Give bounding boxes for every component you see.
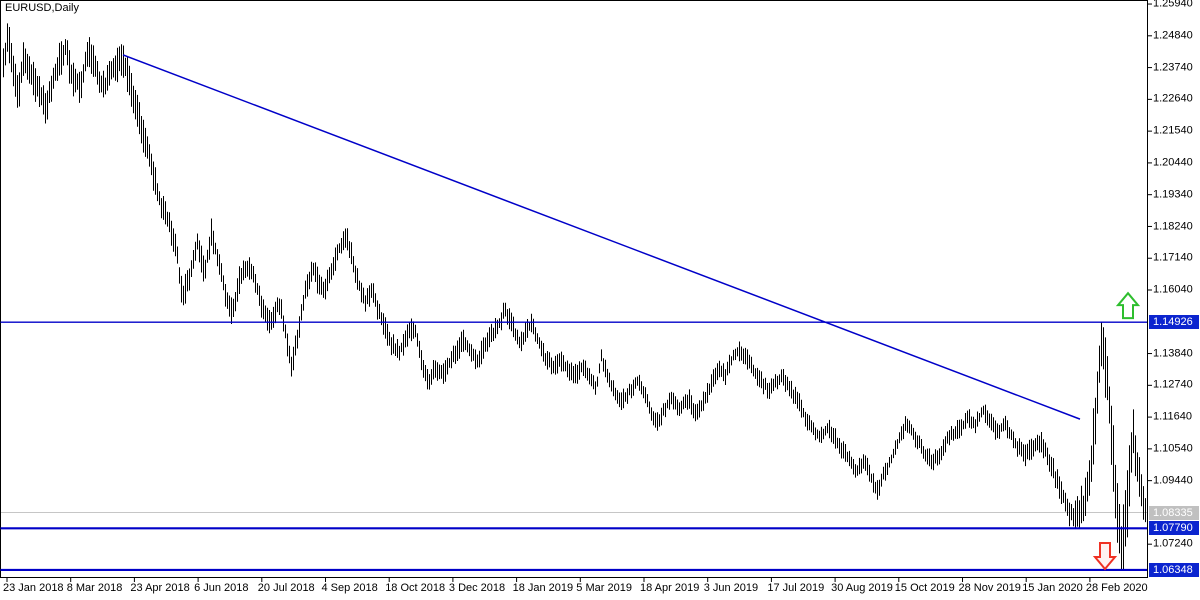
date-tick-label: 18 Oct 2018 — [385, 582, 446, 594]
price-tick-label: 1.19340 — [1153, 188, 1193, 201]
date-tick-label: 3 Dec 2018 — [448, 582, 506, 594]
date-tick-label: 18 Apr 2019 — [640, 582, 700, 594]
date-tick-label: 28 Feb 2020 — [1085, 582, 1148, 594]
price-tick-label: 1.25940 — [1153, 0, 1193, 10]
price-tick-label: 1.17140 — [1153, 251, 1193, 264]
date-tick-label: 20 Jul 2018 — [257, 582, 315, 594]
chart-symbol-title: EURUSD,Daily — [5, 2, 79, 14]
lower-support-line-price-label: 1.06348 — [1149, 563, 1199, 577]
date-tick-label: 18 Jan 2019 — [512, 582, 574, 594]
date-tick-label: 23 Jan 2018 — [3, 582, 64, 594]
date-tick-label: 28 Nov 2019 — [958, 582, 1021, 594]
date-tick-label: 6 Jun 2018 — [194, 582, 249, 594]
price-tick-label: 1.09440 — [1153, 474, 1193, 487]
price-tick-label: 1.20440 — [1153, 156, 1193, 169]
date-tick-label: 15 Oct 2019 — [894, 582, 955, 594]
descending-trendline[interactable] — [122, 54, 1081, 420]
price-tick-label: 1.23740 — [1153, 61, 1193, 74]
date-tick-label: 15 Jan 2020 — [1022, 582, 1083, 594]
ohlc-bars — [3, 23, 1146, 570]
red-down-arrow-icon[interactable] — [1092, 541, 1118, 571]
date-tick-label: 3 Jun 2019 — [703, 582, 759, 594]
date-tick-label: 30 Aug 2019 — [831, 582, 893, 594]
green-up-arrow-icon[interactable] — [1115, 291, 1141, 320]
support-line-price-label: 1.07790 — [1149, 521, 1199, 536]
price-tick-label: 1.10540 — [1153, 442, 1193, 455]
price-tick-label: 1.07240 — [1153, 537, 1193, 550]
price-tick-label: 1.24840 — [1153, 29, 1193, 42]
price-tick-label: 1.12740 — [1153, 378, 1193, 391]
price-tick-label: 1.22640 — [1153, 92, 1193, 105]
price-tick-label: 1.16040 — [1153, 283, 1193, 296]
price-tick-label: 1.21540 — [1153, 124, 1193, 137]
plot-border — [0, 0, 1148, 578]
date-tick-label: 8 Mar 2018 — [66, 582, 123, 594]
price-tick-label: 1.13840 — [1153, 347, 1193, 359]
price-tick-label: 1.11640 — [1153, 410, 1192, 423]
last-price-line-price-label: 1.08335 — [1149, 505, 1199, 520]
date-tick-label: 23 Apr 2018 — [130, 582, 190, 594]
price-tick-label: 1.18240 — [1153, 220, 1193, 232]
date-tick-label: 4 Sep 2018 — [321, 582, 378, 594]
date-tick-label: 5 Mar 2019 — [576, 582, 632, 594]
date-tick-label: 17 Jul 2019 — [767, 582, 825, 594]
resistance-line-price-label: 1.14926 — [1149, 315, 1199, 330]
